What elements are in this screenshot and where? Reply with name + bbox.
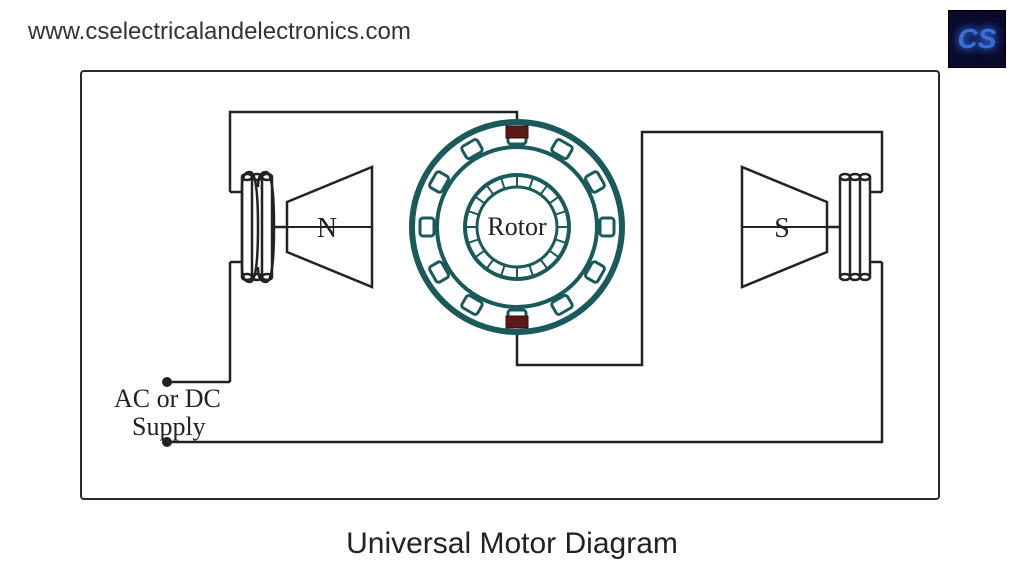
supply-label-line1: AC or DC (114, 384, 221, 413)
diagram-frame: N S (80, 70, 940, 500)
diagram-title: Universal Motor Diagram (0, 527, 1024, 561)
watermark-text: www.cselectricalandelectronics.com (28, 18, 411, 46)
site-logo: CS (948, 10, 1006, 68)
north-pole-label: N (317, 213, 337, 244)
rotor-label: Rotor (487, 212, 547, 241)
south-pole-label: S (774, 213, 790, 244)
supply-label-line2: Supply (132, 412, 206, 441)
field-coil-right (827, 174, 882, 280)
brush-bottom (506, 316, 528, 328)
field-coil-left (230, 172, 287, 282)
motor-diagram-svg: N S (82, 72, 942, 502)
logo-text: CS (958, 23, 997, 55)
brush-top (506, 126, 528, 138)
